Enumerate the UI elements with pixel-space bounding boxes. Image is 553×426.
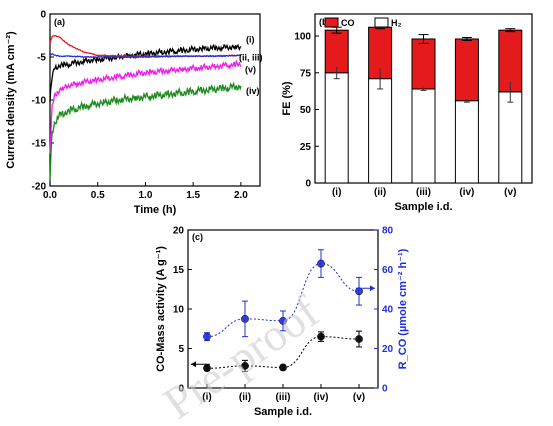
panel-label: (a) (54, 17, 65, 27)
data-point (279, 316, 287, 325)
y-tick-label: 0 (178, 384, 184, 395)
data-point (203, 332, 211, 341)
bar-h2 (454, 100, 479, 184)
series-line (49, 59, 242, 155)
legend-label-co: CO (341, 18, 355, 28)
y-tick-label: 0 (305, 179, 311, 190)
y2-tick-label: 20 (382, 344, 394, 355)
panel-c: (c) 0 5 10 15 20 0 20 40 60 80 Sample i.d. CO-Mass a… (155, 226, 409, 419)
x-tick-label: 1.0 (139, 190, 153, 201)
series-line (49, 52, 242, 59)
left-axis-arrow-head (191, 361, 196, 368)
y-tick-label: 0 (40, 10, 46, 21)
y-tick-label: 10 (173, 305, 185, 316)
x-tick-label: (iii) (416, 187, 431, 198)
y-tick-label: 5 (178, 344, 184, 355)
data-point (317, 332, 325, 341)
panel-a: (a) 0.0 0.5 1.0 1.5 2.0 0 -5 -10 -15 -20 Time (h) Cu… (5, 10, 263, 217)
bar-co (411, 38, 436, 90)
data-point (355, 287, 363, 296)
x-axis-label: Sample i.d. (394, 201, 452, 213)
x-tick-label: 2.0 (234, 190, 248, 201)
legend-swatch-co (324, 17, 339, 28)
x-tick-label: (ii) (374, 187, 386, 198)
y-axis-label: CO-Mass activity (A g⁻¹) (155, 246, 167, 372)
data-point (241, 314, 249, 323)
x-axis-label: Time (h) (134, 204, 177, 216)
x-tick-label: (ii) (239, 392, 251, 403)
trend-line (206, 263, 360, 338)
y-tick-label: -10 (32, 96, 47, 107)
bar-h2 (411, 88, 436, 184)
x-tick-label: 0.0 (43, 190, 57, 201)
y-tick-label: 50 (300, 105, 312, 116)
y2-tick-label: 40 (382, 305, 394, 316)
series-line (49, 43, 242, 103)
y2-axis-label: R_CO (µmole cm⁻² h⁻¹) (397, 248, 409, 369)
y-tick-label: -20 (32, 182, 47, 193)
curve-label: (i) (246, 34, 255, 44)
y-axis-label: FE (%) (281, 81, 293, 116)
right-axis-arrow-head (370, 285, 375, 292)
x-tick-label: (iv) (459, 187, 474, 198)
y-tick-label: 20 (173, 226, 185, 237)
y-tick-label: -15 (32, 139, 47, 150)
x-tick-label: (v) (353, 392, 365, 403)
y-tick-label: 15 (173, 265, 185, 276)
y2-tick-label: 60 (382, 265, 394, 276)
x-tick-label: (i) (202, 392, 211, 403)
x-axis-label: Sample i.d. (254, 406, 312, 418)
legend-label-h2: H₂ (391, 18, 402, 28)
y-tick-label: 75 (300, 68, 312, 79)
panel-label: (c) (192, 232, 203, 242)
data-point (241, 361, 249, 370)
legend-swatch-h2 (374, 17, 389, 28)
y2-tick-label: 80 (382, 226, 394, 237)
bar-co (324, 29, 349, 74)
x-tick-label: (iii) (276, 392, 291, 403)
x-tick-label: (i) (332, 187, 341, 198)
y-axis-label: Current density (mA cm⁻²) (5, 31, 17, 169)
y-tick-label: -5 (37, 53, 46, 64)
bar-h2 (498, 91, 523, 184)
x-tick-label: 1.5 (186, 190, 200, 201)
x-tick-label: (v) (504, 187, 516, 198)
x-tick-label: (iv) (314, 392, 329, 403)
curve-label: (v) (245, 64, 256, 74)
curve-label: (iv) (246, 86, 260, 96)
bar-co (454, 38, 479, 102)
series-line (49, 81, 242, 181)
y-tick-label: 25 (300, 142, 312, 153)
curve-label: (ii, iii) (239, 52, 263, 62)
data-point (317, 259, 325, 268)
y-tick-label: 100 (294, 32, 311, 43)
data-point (279, 363, 287, 372)
x-tick-label: 0.5 (91, 190, 105, 201)
data-point (355, 335, 363, 343)
plot-frame-a (49, 13, 261, 187)
bar-h2 (368, 78, 393, 184)
bar-h2 (324, 72, 349, 184)
y2-tick-label: 0 (382, 384, 388, 395)
